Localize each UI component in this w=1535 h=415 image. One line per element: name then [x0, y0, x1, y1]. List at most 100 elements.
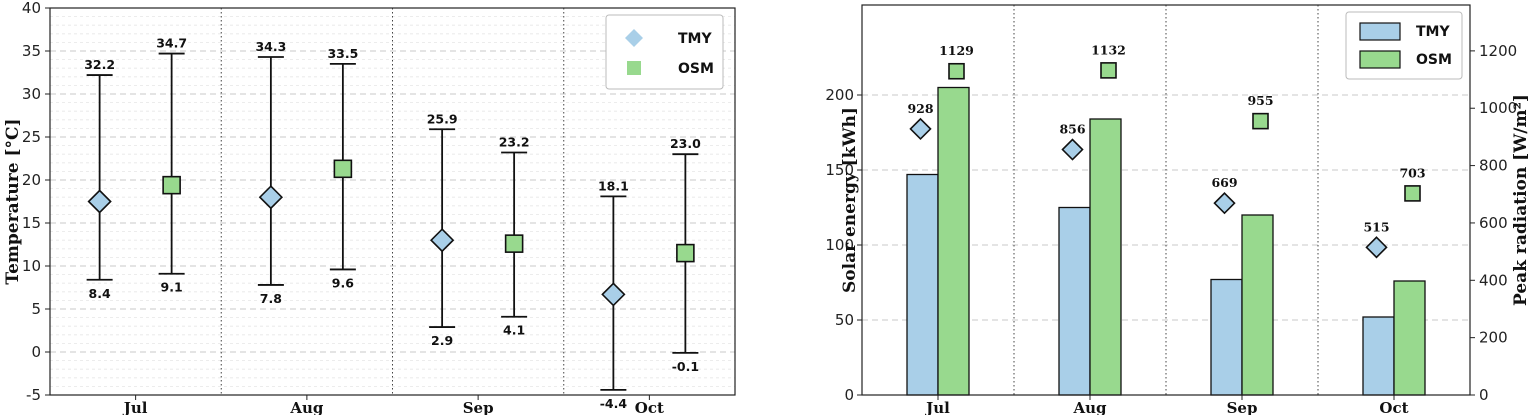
- x-tick-label: Aug: [1072, 399, 1107, 415]
- peak-label: 669: [1211, 175, 1237, 190]
- plot-frame: [49, 7, 736, 396]
- min-label: 8.4: [89, 286, 111, 301]
- y-tick-label: 100: [825, 236, 854, 254]
- osm-energy-bar: [937, 86, 970, 396]
- osm-peak-square: [1404, 185, 1421, 202]
- tmy-mean-diamond: [601, 282, 626, 307]
- y-tick-label: 50: [835, 311, 854, 329]
- solar-legend: TMY OSM: [1345, 11, 1463, 80]
- max-label: 18.1: [598, 178, 629, 193]
- tmy-mean-diamond: [258, 185, 284, 210]
- osm-mean-square: [504, 234, 524, 253]
- y-tick-label: 15: [22, 214, 41, 232]
- min-label: -4.4: [600, 396, 628, 411]
- y2-tick-label: 800: [1479, 157, 1508, 175]
- legend-osm-label: OSM: [1416, 52, 1452, 68]
- y2-tick-label: 1000: [1479, 99, 1517, 117]
- legend-osm-label: OSM: [678, 61, 714, 77]
- max-label: 32.2: [84, 57, 115, 72]
- max-label: 23.0: [670, 136, 701, 151]
- peak-label: 1129: [939, 43, 974, 58]
- temperature-chart: -5 0 5 10 15 20 25 30 35 40 Temperature [°C] Jul Aug…: [3, 0, 736, 415]
- osm-peak-square: [1252, 112, 1269, 130]
- osm-peak-square: [948, 62, 965, 80]
- y-tick-label: 200: [825, 86, 854, 104]
- peak-label: 955: [1247, 93, 1273, 108]
- y-tick-label: 5: [31, 300, 41, 318]
- tmy-peak-diamond: [1365, 236, 1388, 259]
- y2-tick-label: 0: [1479, 386, 1489, 404]
- y-tick-label: 0: [31, 343, 41, 361]
- osm-energy-bar: [1241, 214, 1274, 396]
- x-tick-label: Sep: [1227, 399, 1258, 415]
- legend-osm-swatch: [1359, 50, 1401, 69]
- osm-mean-square: [676, 243, 695, 263]
- tmy-energy-bar: [1362, 316, 1395, 396]
- x-tick-label: Aug: [289, 399, 324, 415]
- osm-energy-bar: [1393, 280, 1426, 396]
- min-label: -0.1: [672, 359, 699, 374]
- osm-mean-square: [162, 175, 181, 195]
- temperature-legend: TMY OSM: [605, 14, 724, 90]
- min-label: 2.9: [431, 333, 453, 348]
- tmy-mean-diamond: [87, 189, 112, 214]
- max-label: 34.7: [156, 36, 187, 51]
- y-axis-label: Temperature [°C]: [3, 118, 23, 284]
- min-label: 9.6: [332, 275, 354, 290]
- peak-label: 856: [1059, 122, 1085, 137]
- solar-marks: 928 1129 856 1132 669 955 515 703: [906, 42, 1426, 396]
- solar-chart: 928 1129 856 1132 669 955 515 703 Jul Aug Sep Oct 0…: [825, 4, 1531, 415]
- y2-tick-label: 200: [1479, 329, 1508, 347]
- max-label: 25.9: [427, 111, 458, 126]
- x-tick-label: Sep: [463, 399, 494, 415]
- min-label: 9.1: [161, 280, 183, 295]
- osm-peak-square: [1100, 62, 1117, 79]
- y-tick-label: 30: [22, 85, 41, 103]
- x-tick-label: Jul: [122, 399, 148, 415]
- tmy-peak-diamond: [1213, 192, 1236, 215]
- y-tick-label: 20: [22, 171, 41, 189]
- tmy-energy-bar: [906, 173, 939, 396]
- x-tick-label: Oct: [635, 399, 664, 415]
- legend-box: [605, 14, 724, 90]
- osm-mean-square: [333, 159, 353, 179]
- tmy-peak-diamond: [1061, 138, 1084, 161]
- legend-box: [1345, 11, 1463, 80]
- temperature-marks: 32.2 8.4 34.7 9.1 34.3 7.8 33.5 9.6 25.9 2.9 23.2 4…: [84, 36, 701, 411]
- x-tick-label: Oct: [1379, 399, 1408, 415]
- y-tick-label: 10: [22, 257, 41, 275]
- tmy-energy-bar: [1210, 278, 1243, 396]
- y2-tick-label: 1200: [1479, 42, 1517, 60]
- y2-axis-label: Peak radiation [W/m²]: [1511, 94, 1531, 306]
- legend-tmy-diamond: [625, 29, 643, 47]
- y-axis-label: Solar energy [kWh]: [840, 107, 860, 293]
- peak-label: 515: [1363, 219, 1389, 234]
- max-label: 33.5: [327, 46, 358, 61]
- y-tick-label: 150: [825, 161, 854, 179]
- osm-energy-bar: [1089, 118, 1122, 396]
- y-tick-label: 40: [22, 0, 41, 17]
- y2-tick-label: 600: [1479, 214, 1508, 232]
- temperature-axes: -5 0 5 10 15 20 25 30 35 40 Temperature [°C] Jul Aug…: [3, 0, 736, 415]
- plot-frame: [861, 4, 1471, 396]
- solar-axes: Jul Aug Sep Oct 0 50 100 150 200 0 200 400 600 800 100…: [825, 4, 1531, 415]
- legend-tmy-swatch: [1359, 22, 1401, 41]
- tmy-energy-bar: [1058, 206, 1091, 396]
- peak-label: 1132: [1091, 42, 1126, 57]
- max-label: 23.2: [499, 134, 530, 149]
- x-tick-label: Jul: [924, 399, 950, 415]
- legend-tmy-label: TMY: [1416, 24, 1450, 40]
- peak-label: 928: [907, 101, 933, 116]
- legend-tmy-label: TMY: [678, 31, 712, 47]
- y-tick-label: 0: [844, 386, 854, 404]
- max-label: 34.3: [255, 39, 286, 54]
- min-label: 7.8: [260, 291, 282, 306]
- tmy-peak-diamond: [909, 117, 932, 141]
- y-tick-label: -5: [26, 386, 41, 404]
- y-tick-label: 35: [22, 42, 41, 60]
- peak-label: 703: [1399, 165, 1425, 180]
- min-label: 4.1: [503, 323, 525, 338]
- legend-osm-square: [627, 61, 641, 75]
- y2-tick-label: 400: [1479, 271, 1508, 289]
